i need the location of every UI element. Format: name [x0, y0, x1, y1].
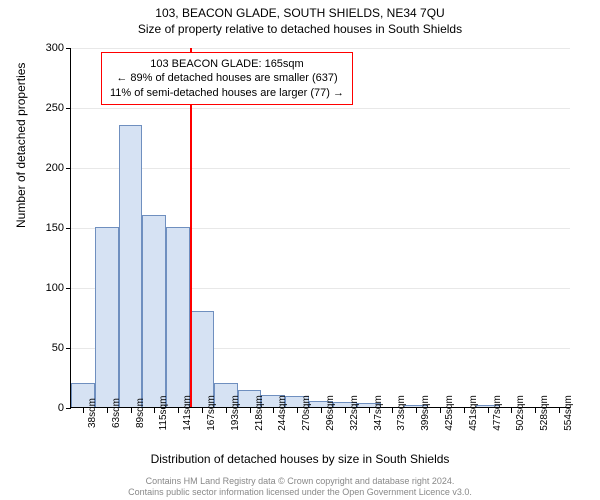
ytick-label: 250	[24, 102, 64, 114]
histogram-bar	[190, 311, 214, 407]
annotation-line: 103 BEACON GLADE: 165sqm	[110, 57, 344, 71]
gridline	[71, 48, 570, 49]
xtick-label: 244sqm	[277, 395, 288, 431]
histogram-bar	[166, 227, 190, 407]
xtick-label: 373sqm	[396, 395, 407, 431]
chart-area: 05010015020025030038sqm63sqm89sqm115sqm1…	[70, 48, 570, 408]
xtick-mark	[321, 408, 322, 413]
xtick-label: 554sqm	[563, 395, 574, 431]
xtick-mark	[83, 408, 84, 413]
xtick-mark	[416, 408, 417, 413]
ytick-mark	[66, 288, 71, 289]
xtick-label: 218sqm	[254, 395, 265, 431]
histogram-bar	[119, 125, 143, 407]
xtick-label: 167sqm	[206, 395, 217, 431]
histogram-bar	[95, 227, 119, 407]
xtick-label: 502sqm	[515, 395, 526, 431]
xtick-mark	[154, 408, 155, 413]
xtick-mark	[369, 408, 370, 413]
xtick-mark	[345, 408, 346, 413]
xtick-label: 322sqm	[349, 395, 360, 431]
xtick-label: 477sqm	[492, 395, 503, 431]
annotation-line: ← 89% of detached houses are smaller (63…	[110, 71, 344, 85]
annotation-box: 103 BEACON GLADE: 165sqm← 89% of detache…	[101, 52, 353, 105]
footer-attribution: Contains HM Land Registry data © Crown c…	[0, 476, 600, 498]
footer-line-1: Contains HM Land Registry data © Crown c…	[0, 476, 600, 487]
ytick-mark	[66, 168, 71, 169]
xtick-mark	[535, 408, 536, 413]
xtick-mark	[273, 408, 274, 413]
xtick-label: 63sqm	[111, 398, 122, 428]
xtick-mark	[131, 408, 132, 413]
ytick-mark	[66, 48, 71, 49]
xtick-mark	[250, 408, 251, 413]
chart-subtitle: Size of property relative to detached ho…	[0, 20, 600, 36]
histogram-bar	[142, 215, 166, 407]
gridline	[71, 108, 570, 109]
xtick-label: 115sqm	[158, 396, 169, 431]
xtick-label: 296sqm	[325, 395, 336, 431]
xtick-mark	[202, 408, 203, 413]
xtick-mark	[392, 408, 393, 413]
xtick-label: 270sqm	[301, 395, 312, 431]
ytick-label: 50	[24, 342, 64, 354]
xtick-label: 38sqm	[87, 398, 98, 428]
chart-title: 103, BEACON GLADE, SOUTH SHIELDS, NE34 7…	[0, 0, 600, 20]
x-axis-label: Distribution of detached houses by size …	[0, 452, 600, 466]
xtick-label: 528sqm	[539, 395, 550, 431]
xtick-label: 425sqm	[444, 395, 455, 431]
xtick-mark	[297, 408, 298, 413]
y-axis-label: Number of detached properties	[14, 63, 28, 228]
xtick-mark	[488, 408, 489, 413]
xtick-label: 89sqm	[135, 398, 146, 428]
ytick-label: 300	[24, 42, 64, 54]
gridline	[71, 168, 570, 169]
annotation-line: 11% of semi-detached houses are larger (…	[110, 86, 344, 100]
ytick-mark	[66, 348, 71, 349]
xtick-mark	[107, 408, 108, 413]
xtick-mark	[178, 408, 179, 413]
xtick-mark	[226, 408, 227, 413]
footer-line-2: Contains public sector information licen…	[0, 487, 600, 498]
xtick-label: 399sqm	[420, 395, 431, 431]
ytick-mark	[66, 408, 71, 409]
plot-region: 05010015020025030038sqm63sqm89sqm115sqm1…	[70, 48, 570, 408]
xtick-mark	[511, 408, 512, 413]
xtick-label: 193sqm	[230, 395, 241, 431]
ytick-label: 200	[24, 162, 64, 174]
ytick-mark	[66, 228, 71, 229]
xtick-mark	[559, 408, 560, 413]
xtick-label: 451sqm	[468, 395, 479, 431]
ytick-label: 100	[24, 282, 64, 294]
xtick-mark	[440, 408, 441, 413]
ytick-label: 150	[24, 222, 64, 234]
xtick-label: 347sqm	[373, 395, 384, 431]
ytick-mark	[66, 108, 71, 109]
ytick-label: 0	[24, 402, 64, 414]
xtick-mark	[464, 408, 465, 413]
